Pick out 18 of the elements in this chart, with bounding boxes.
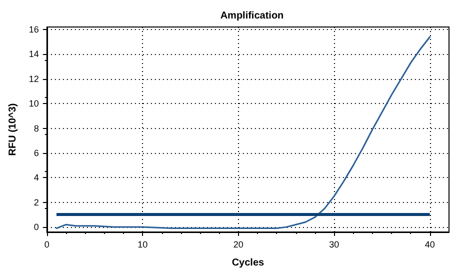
y-tick-label: 8: [34, 123, 39, 134]
y-tick-label: 12: [28, 74, 39, 84]
y-tick-label: 16: [28, 24, 39, 34]
y-tick-label: 6: [34, 148, 39, 158]
y-tick-label: 0: [34, 222, 39, 232]
x-tick-label: 0: [44, 240, 50, 250]
y-tick-label: 10: [28, 98, 39, 109]
x-tick-label: 40: [424, 240, 435, 250]
chart-title: Amplification: [220, 10, 284, 22]
x-tick-label: 20: [233, 240, 244, 250]
x-tick-label: 30: [329, 240, 340, 250]
y-tick-label: 4: [34, 172, 39, 183]
y-tick-label: 2: [34, 197, 39, 208]
line-series: [56, 36, 431, 230]
y-axis-title: RFU (10^3): [8, 103, 18, 156]
x-axis-title: Cycles: [232, 258, 265, 268]
x-tick-label: 10: [138, 240, 148, 250]
y-tick-label: 14: [28, 49, 39, 60]
